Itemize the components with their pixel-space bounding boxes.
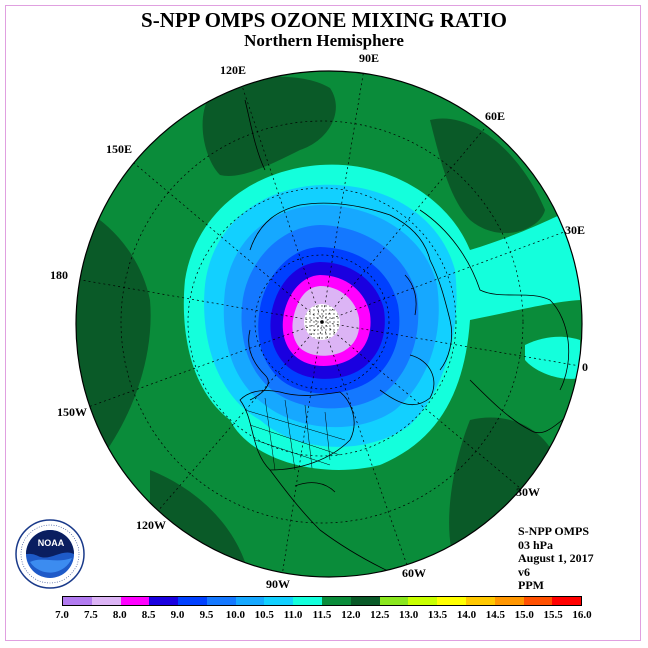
noaa-logo — [15, 519, 85, 589]
colorbar-tick-label: 14.0 — [456, 609, 477, 621]
colorbar-swatch — [437, 597, 466, 605]
band-11-blob — [525, 336, 580, 379]
lon-label-0: 0 — [582, 360, 588, 374]
colorbar-tick-label: 7.0 — [55, 609, 69, 621]
colorbar-tick-label: 12.5 — [370, 609, 390, 621]
colorbar-tick-label: 9.5 — [199, 609, 214, 621]
colorbar-swatch — [350, 597, 380, 605]
colorbar-tick-label: 11.0 — [283, 609, 303, 621]
colorbar-swatch — [91, 597, 121, 605]
lon-label-120w: 120W — [136, 518, 166, 532]
colorbar-swatch — [264, 597, 294, 605]
colorbar-swatch — [63, 597, 92, 605]
colorbar-swatch — [206, 597, 236, 605]
info-version: v6 — [518, 564, 530, 579]
colorbar-tick-label: 9.0 — [170, 609, 185, 621]
lon-label-180: 180 — [50, 268, 68, 282]
colorbar-tick-label: 7.5 — [84, 609, 98, 621]
colorbar-swatch — [235, 597, 265, 605]
colorbar-tick-label: 12.0 — [341, 609, 361, 621]
map-boundary — [75, 70, 583, 578]
colorbar-swatch — [120, 597, 150, 605]
info-date: August 1, 2017 — [518, 551, 594, 565]
colorbar-swatch — [465, 597, 495, 605]
info-block: S-NPP OMPS 03 hPa August 1, 2017 v6 PPM — [518, 524, 594, 593]
colorbar-tick-label: 13.5 — [427, 609, 448, 621]
lon-label-150e: 150E — [106, 142, 133, 156]
info-instrument: S-NPP OMPS — [518, 524, 589, 538]
colorbar-swatch — [552, 597, 582, 605]
coastlines — [239, 99, 576, 573]
colorbar-tick-label: 13.0 — [399, 609, 419, 621]
lon-label-120e: 120E — [220, 63, 247, 77]
colorbar-ticks: 7.0 7.5 8.0 8.5 9.0 9.5 10.0 10.5 11.0 11.5 12.0 12… — [55, 609, 592, 623]
colorbar-tick-label: 15.5 — [543, 609, 563, 621]
colorbar-swatch — [293, 597, 323, 605]
lon-label-90w: 90W — [266, 577, 290, 591]
colorbar-tick-label: 15.0 — [514, 609, 534, 621]
colorbar-tick-label: 10.5 — [254, 609, 274, 621]
colorbar-tick-label: 11.5 — [312, 609, 332, 621]
lon-label-90e: 90E — [359, 51, 380, 65]
info-units: PPM — [518, 578, 544, 592]
lon-label-150w: 150W — [57, 405, 87, 419]
lon-label-60e: 60E — [485, 109, 506, 123]
dark-green-patch — [430, 118, 545, 234]
page-title: S-NPP OMPS OZONE MIXING RATIO — [141, 8, 507, 32]
dark-green-patch — [202, 76, 336, 176]
colorbar — [62, 596, 582, 606]
colorbar-swatch — [408, 597, 438, 605]
colorbar-swatch — [178, 597, 207, 605]
lon-label-60w: 60W — [402, 566, 426, 580]
colorbar-swatch — [523, 597, 553, 605]
lon-label-30w: 30W — [516, 485, 540, 499]
colorbar-tick-label: 8.5 — [141, 609, 156, 621]
state-borders — [244, 397, 346, 471]
colorbar-tick-label: 8.0 — [112, 609, 127, 621]
colorbar-tick-label: 16.0 — [572, 609, 592, 621]
colorbar-swatch — [322, 597, 351, 605]
colorbar-tick-label: 10.0 — [225, 609, 245, 621]
page-subtitle: Northern Hemisphere — [244, 31, 404, 50]
noaa-logo-text: NOAA — [37, 538, 65, 548]
colorbar-swatch — [149, 597, 179, 605]
colorbar-swatch — [379, 597, 409, 605]
info-level: 03 hPa — [518, 537, 554, 552]
page-frame — [5, 5, 641, 641]
lon-label-30e: 30E — [565, 223, 586, 237]
colorbar-tick-label: 14.5 — [485, 609, 505, 621]
colorbar-swatch — [494, 597, 524, 605]
